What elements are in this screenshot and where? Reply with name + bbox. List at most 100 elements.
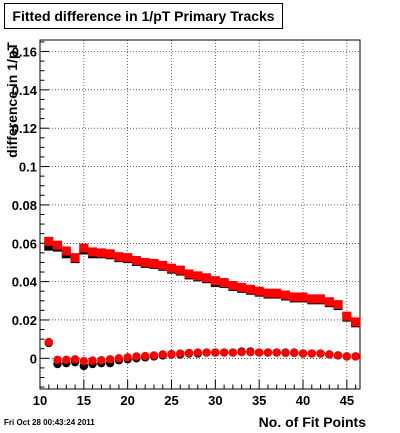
data-point-square [316, 294, 326, 304]
data-point-square [105, 249, 115, 259]
y-tick-label: 0.12 [12, 121, 37, 136]
data-point-square [140, 257, 150, 267]
data-point-circle [176, 349, 185, 358]
data-point-circle [79, 356, 89, 366]
series-1 [44, 236, 361, 327]
data-point-square [96, 248, 106, 258]
data-point-circle [105, 355, 115, 364]
data-point-square [61, 246, 71, 256]
chart-title: Fitted difference in 1/pT Primary Tracks [12, 8, 275, 24]
data-point-square [184, 269, 194, 279]
data-point-circle [211, 348, 220, 357]
data-point-square [131, 256, 141, 266]
data-point-square [254, 286, 264, 296]
data-point-circle [272, 348, 281, 357]
x-axis-title: No. of Fit Points [259, 414, 367, 430]
data-point-circle [307, 349, 316, 358]
y-tick-label: 0.16 [12, 45, 37, 60]
data-point-circle [237, 347, 246, 357]
data-point-square [175, 265, 185, 275]
data-point-circle [70, 355, 80, 364]
data-point-circle [342, 352, 352, 361]
y-tick-label: 0.06 [12, 236, 37, 251]
data-point-circle [97, 356, 106, 365]
data-point-circle [351, 352, 360, 361]
data-point-square [342, 311, 352, 321]
data-point-circle [281, 348, 290, 358]
data-point-circle [219, 348, 229, 357]
data-point-square [219, 278, 229, 288]
data-point-circle [44, 337, 53, 347]
x-tick-label: 15 [77, 393, 91, 408]
data-point-square [263, 288, 273, 298]
data-point-circle [290, 348, 299, 358]
data-point-circle [158, 350, 167, 359]
data-point-circle [298, 349, 308, 358]
x-tick-label: 10 [33, 393, 47, 408]
timestamp-footer: Fri Oct 28 00:43:24 2011 [4, 418, 95, 427]
data-point-square [324, 297, 334, 307]
data-point-circle [88, 356, 97, 365]
data-marks [44, 236, 361, 371]
data-point-square [351, 317, 361, 327]
y-tick-label: 0 [30, 351, 37, 366]
data-point-square [193, 271, 203, 281]
data-point-square [158, 260, 168, 270]
data-point-circle [325, 350, 334, 359]
data-point-circle [193, 348, 203, 357]
y-tick-label: 0.04 [12, 275, 38, 290]
data-point-square [272, 288, 282, 298]
data-point-circle [132, 352, 141, 361]
x-tick-label: 40 [296, 393, 310, 408]
data-point-square [70, 253, 80, 263]
data-point-circle [246, 347, 255, 357]
x-tick-label: 20 [120, 393, 134, 408]
data-point-circle [254, 348, 264, 357]
tick-labels: 10 15 20 25 30 35 40 45 0 0.02 0.04 0.06 0.08 0.1 0.12… [12, 45, 354, 408]
data-point-circle [202, 348, 211, 357]
data-point-circle [114, 354, 124, 363]
plot-frame [39, 39, 361, 390]
x-tick-label: 35 [252, 393, 266, 408]
data-point-circle [316, 349, 325, 358]
x-tick-label: 45 [340, 393, 354, 408]
data-point-circle [53, 355, 62, 365]
data-point-circle [62, 355, 71, 365]
y-axis-title: difference in 1/pT [4, 42, 20, 158]
y-tick-label: 0.08 [12, 198, 37, 213]
data-point-square [289, 292, 299, 302]
data-point-circle [123, 353, 132, 362]
data-point-square [298, 292, 308, 302]
x-tick-label: 30 [208, 393, 222, 408]
x-tick-label: 25 [164, 393, 178, 408]
data-point-square [44, 241, 54, 251]
data-point-square [202, 273, 212, 283]
grid-lines [39, 40, 360, 389]
y-tick-label: 0.14 [12, 83, 38, 98]
data-point-circle [141, 351, 150, 361]
data-point-square [245, 284, 255, 294]
data-point-square [79, 243, 89, 253]
data-point-square [149, 258, 159, 268]
data-point-square [228, 280, 238, 290]
data-point-square [237, 282, 247, 292]
data-point-square [210, 276, 220, 286]
data-point-square [280, 290, 290, 300]
data-point-square [123, 253, 133, 263]
axis-ticks [39, 41, 357, 389]
data-point-circle [149, 351, 159, 360]
data-point-circle [333, 351, 343, 360]
y-tick-label: 0.02 [12, 313, 37, 328]
data-point-square [44, 236, 54, 246]
data-point-circle [184, 348, 194, 358]
data-point-circle [263, 348, 273, 357]
y-tick-label: 0.1 [19, 160, 37, 175]
data-point-square [114, 252, 124, 262]
data-point-square [307, 294, 317, 304]
series-3 [44, 337, 360, 366]
data-point-square [88, 247, 98, 257]
data-point-square [53, 240, 63, 250]
data-point-circle [167, 349, 176, 359]
